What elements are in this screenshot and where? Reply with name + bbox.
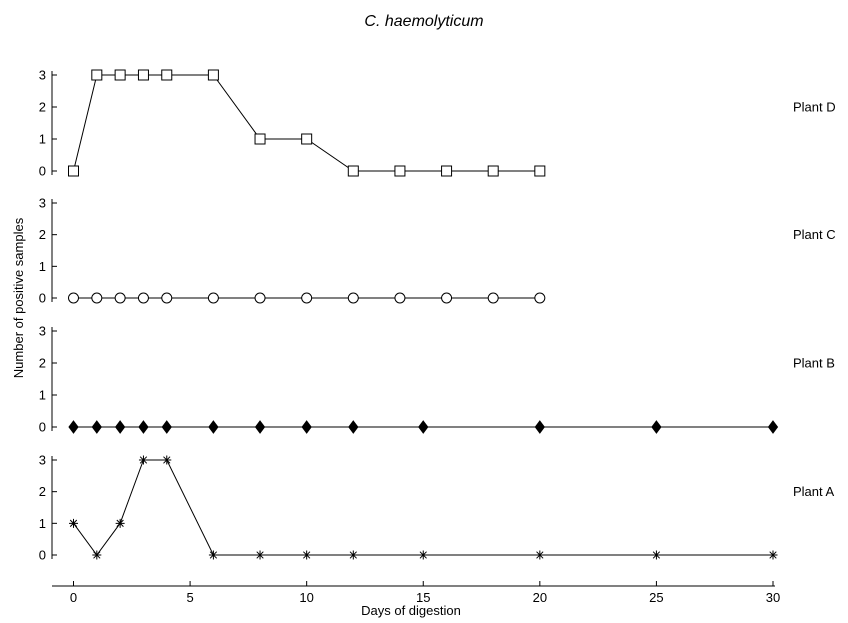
y-tick-label-plant-b: 3 bbox=[39, 324, 46, 339]
data-point-plant-a bbox=[69, 518, 78, 528]
data-point-plant-d bbox=[394, 165, 406, 177]
y-tick-label-plant-d: 1 bbox=[39, 132, 46, 147]
data-point-plant-c bbox=[301, 292, 313, 304]
y-tick-label-plant-b: 1 bbox=[39, 388, 46, 403]
y-tick-label-plant-c: 1 bbox=[39, 259, 46, 274]
data-point-plant-b bbox=[254, 420, 266, 434]
x-tick-label: 25 bbox=[649, 590, 663, 605]
data-point-plant-b bbox=[115, 420, 126, 434]
series-line-plant-d bbox=[73, 74, 540, 172]
series-label-plant-a: Plant A bbox=[793, 484, 835, 499]
y-tick-label-plant-b: 0 bbox=[39, 420, 46, 435]
data-point-plant-b bbox=[161, 420, 172, 434]
data-point-plant-c bbox=[161, 292, 173, 304]
series-label-plant-c: Plant C bbox=[793, 227, 836, 242]
data-point-plant-b bbox=[208, 420, 219, 434]
data-point-plant-a bbox=[651, 550, 661, 560]
data-point-plant-b bbox=[348, 420, 359, 434]
data-point-plant-d bbox=[137, 69, 149, 81]
data-point-plant-b bbox=[91, 420, 102, 434]
data-point-plant-d bbox=[161, 69, 173, 81]
data-point-plant-c bbox=[114, 292, 126, 304]
data-point-plant-a bbox=[115, 518, 125, 528]
data-point-plant-d bbox=[441, 165, 453, 177]
x-tick-label: 30 bbox=[766, 590, 780, 605]
data-point-plant-d bbox=[534, 165, 546, 177]
y-axis-label: Number of positive samples bbox=[11, 217, 26, 378]
data-point-plant-c bbox=[137, 292, 149, 304]
data-point-plant-d bbox=[91, 69, 103, 81]
data-point-plant-d bbox=[254, 133, 266, 145]
data-point-plant-a bbox=[535, 550, 545, 560]
x-tick-label: 5 bbox=[186, 590, 193, 605]
y-tick-label-plant-a: 0 bbox=[39, 548, 46, 563]
data-point-plant-a bbox=[162, 455, 172, 465]
data-point-plant-a bbox=[768, 550, 778, 560]
x-tick-label: 0 bbox=[70, 590, 77, 605]
data-point-plant-a bbox=[348, 550, 358, 560]
data-point-plant-c bbox=[441, 292, 453, 304]
series-label-plant-d: Plant D bbox=[793, 100, 836, 115]
data-point-plant-c bbox=[254, 292, 266, 304]
data-point-plant-b bbox=[651, 420, 662, 434]
y-tick-label-plant-c: 0 bbox=[39, 291, 46, 306]
data-point-plant-d bbox=[487, 165, 499, 177]
y-tick-label-plant-d: 2 bbox=[39, 100, 46, 115]
data-point-plant-a bbox=[418, 550, 428, 560]
data-point-plant-b bbox=[534, 420, 545, 434]
data-point-plant-a bbox=[92, 550, 102, 560]
y-tick-label-plant-d: 0 bbox=[39, 164, 46, 179]
series-line-plant-a bbox=[73, 459, 773, 556]
data-point-plant-c bbox=[394, 292, 406, 304]
y-tick-label-plant-a: 2 bbox=[39, 484, 46, 499]
y-tick-label-plant-b: 2 bbox=[39, 356, 46, 371]
data-point-plant-a bbox=[255, 550, 265, 560]
series-label-plant-b: Plant B bbox=[793, 356, 835, 371]
data-point-plant-a bbox=[138, 455, 148, 465]
x-tick-label: 20 bbox=[533, 590, 547, 605]
data-point-plant-d bbox=[207, 69, 219, 81]
data-point-plant-a bbox=[302, 550, 312, 560]
data-point-plant-c bbox=[91, 292, 103, 304]
data-point-plant-b bbox=[138, 420, 149, 434]
data-point-plant-c bbox=[347, 292, 359, 304]
y-tick-label-plant-c: 2 bbox=[39, 227, 46, 242]
chart-title: C. haemolyticum bbox=[364, 13, 483, 30]
data-point-plant-d bbox=[301, 133, 313, 145]
data-point-plant-c bbox=[534, 292, 546, 304]
data-point-plant-b bbox=[418, 420, 429, 434]
data-point-plant-c bbox=[487, 292, 499, 304]
y-tick-label-plant-a: 3 bbox=[39, 453, 46, 468]
data-point-plant-b bbox=[301, 420, 312, 434]
y-tick-label-plant-c: 3 bbox=[39, 196, 46, 211]
y-tick-label-plant-a: 1 bbox=[39, 516, 46, 531]
y-tick-label-plant-d: 3 bbox=[39, 68, 46, 83]
data-point-plant-d bbox=[114, 69, 126, 81]
chart-panels: 0 1 2 3 Plant D 0 1 2 3 Plant C 0 1 2 3 Plant B 0 1 2 3 Pla… bbox=[39, 68, 836, 606]
data-point-plant-d bbox=[347, 165, 359, 177]
data-point-plant-a bbox=[208, 550, 218, 560]
x-tick-label: 15 bbox=[416, 590, 430, 605]
data-point-plant-c bbox=[207, 292, 219, 304]
x-axis-label: Days of digestion bbox=[361, 603, 461, 618]
x-tick-label: 10 bbox=[299, 590, 313, 605]
data-point-plant-b bbox=[68, 420, 79, 434]
data-point-plant-b bbox=[767, 420, 779, 434]
data-point-plant-c bbox=[68, 292, 79, 304]
data-point-plant-d bbox=[68, 165, 79, 177]
